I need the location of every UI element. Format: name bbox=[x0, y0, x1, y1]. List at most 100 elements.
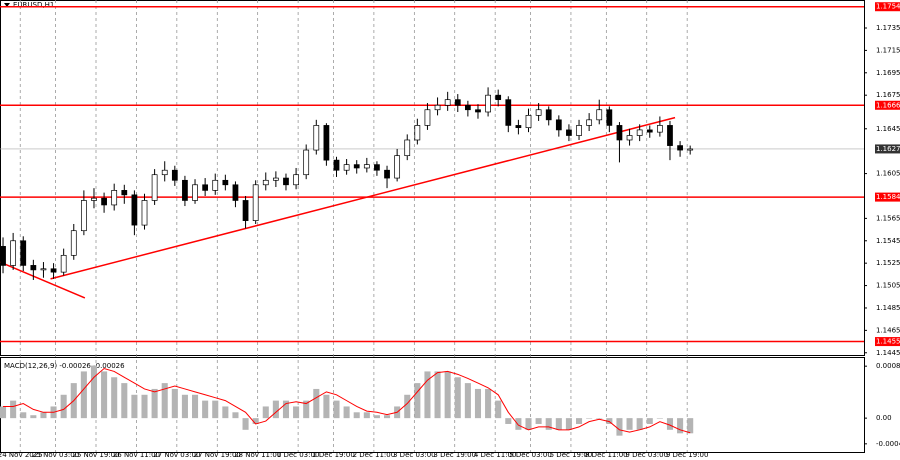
macd-bar bbox=[646, 418, 653, 424]
level-box bbox=[875, 100, 900, 110]
macd-bar bbox=[525, 418, 532, 430]
candle-body bbox=[394, 155, 401, 179]
macd-bar bbox=[101, 371, 108, 419]
macd-bar bbox=[303, 400, 310, 419]
y-tick-label: -0.00044 bbox=[876, 440, 900, 448]
y-tick-label: 1.1735 bbox=[876, 24, 900, 32]
x-tick-label: 1 Dec 03:00 bbox=[277, 451, 320, 459]
macd-bar bbox=[434, 371, 441, 419]
macd-bar bbox=[373, 415, 380, 419]
trend-line bbox=[0, 261, 86, 299]
x-tick-label: 5 Dec 19:00 bbox=[550, 451, 593, 459]
x-tick-label: 26 Nov 11:00 bbox=[113, 451, 160, 459]
candle-body bbox=[252, 184, 259, 221]
macd-bar bbox=[454, 377, 461, 419]
candle-body bbox=[293, 174, 299, 186]
candle-body bbox=[616, 125, 623, 141]
symbol-icon bbox=[4, 3, 10, 7]
x-tick-label: 27 Nov 19:00 bbox=[194, 451, 241, 459]
y-tick-label: 1.1485 bbox=[876, 304, 900, 312]
candle-body bbox=[242, 200, 249, 221]
macd-bar bbox=[151, 388, 158, 419]
candle-body bbox=[323, 125, 330, 161]
candle-body bbox=[505, 99, 512, 126]
x-tick-label: 4 Dec 11:00 bbox=[474, 451, 517, 459]
candle-body bbox=[70, 230, 77, 256]
candle-body bbox=[495, 94, 502, 101]
level-label: 1.1584 bbox=[876, 193, 900, 201]
macd-panel bbox=[0, 357, 865, 453]
macd-bar bbox=[293, 406, 300, 419]
candle-body bbox=[202, 184, 209, 191]
macd-bar bbox=[252, 418, 259, 424]
macd-bar bbox=[10, 400, 17, 419]
x-tick-label: 24 Nov 2025 bbox=[0, 451, 43, 459]
candle-body bbox=[232, 184, 239, 201]
y-tick-label: 1.1525 bbox=[876, 259, 900, 267]
candle-body bbox=[646, 129, 653, 133]
macd-bar bbox=[202, 400, 209, 419]
macd-bar bbox=[555, 418, 562, 430]
candle-body bbox=[535, 109, 542, 116]
candle-body bbox=[272, 177, 279, 181]
x-tick-label: 27 Nov 03:00 bbox=[153, 451, 200, 459]
x-tick-label: 8 Dec 11:00 bbox=[585, 451, 628, 459]
level-box bbox=[875, 337, 900, 347]
macd-bar bbox=[90, 365, 98, 419]
candle-body bbox=[626, 135, 633, 141]
macd-bar bbox=[656, 418, 663, 419]
level-box bbox=[875, 2, 900, 12]
macd-bar bbox=[111, 377, 118, 419]
macd-bar bbox=[596, 418, 603, 419]
candle-body bbox=[10, 240, 17, 266]
x-tick-label: 1 Dec 19:00 bbox=[312, 451, 355, 459]
macd-bar bbox=[30, 415, 37, 419]
candle-body bbox=[363, 164, 370, 169]
macd-bar bbox=[232, 412, 239, 419]
macd-bar bbox=[131, 394, 138, 419]
macd-bar bbox=[262, 406, 269, 419]
y-tick-label: 1.1715 bbox=[876, 46, 900, 54]
macd-bar bbox=[485, 388, 492, 419]
x-tick-label: 9 Dec 19:00 bbox=[666, 451, 709, 459]
candle-body bbox=[262, 179, 269, 186]
candle-body bbox=[161, 169, 168, 176]
candle-body bbox=[677, 145, 683, 151]
macd-bar bbox=[161, 383, 168, 419]
candle-body bbox=[171, 169, 178, 181]
candle-body bbox=[303, 149, 310, 176]
macd-bar bbox=[636, 418, 643, 430]
macd-bar bbox=[192, 394, 199, 419]
candle-body bbox=[515, 125, 522, 129]
macd-bar bbox=[464, 383, 471, 419]
macd-bar bbox=[40, 412, 47, 419]
candle-body bbox=[151, 174, 158, 201]
level-label: 1.1666 bbox=[876, 101, 900, 109]
macd-bar bbox=[121, 383, 128, 419]
level-box bbox=[875, 192, 900, 202]
candle-body bbox=[333, 159, 340, 171]
candle-body bbox=[40, 268, 47, 271]
macd-bar bbox=[343, 406, 350, 419]
candle-body bbox=[464, 104, 471, 111]
y-tick-label: 1.1695 bbox=[876, 69, 900, 77]
candle-body bbox=[141, 200, 148, 226]
x-tick-label: 9 Dec 03:00 bbox=[625, 451, 668, 459]
macd-bar bbox=[0, 406, 7, 419]
macd-bar bbox=[333, 400, 340, 419]
candle-body bbox=[182, 179, 188, 201]
macd-bar bbox=[687, 418, 694, 434]
macd-bar bbox=[384, 415, 391, 419]
macd-bar bbox=[313, 388, 320, 419]
x-tick-label: 3 Dec 03:00 bbox=[393, 451, 436, 459]
x-tick-label: 28 Nov 11:00 bbox=[234, 451, 281, 459]
candle-body bbox=[687, 148, 694, 151]
last-price-box bbox=[875, 144, 900, 154]
candle-body bbox=[313, 125, 320, 151]
macd-bar bbox=[565, 418, 572, 430]
candle-body bbox=[545, 109, 552, 121]
macd-title: MACD(12,26,9) -0.00026 -0.00026 bbox=[4, 362, 125, 370]
last-price-label: 1.1627 bbox=[876, 145, 900, 153]
x-tick-label: 2 Dec 11:00 bbox=[353, 451, 396, 459]
